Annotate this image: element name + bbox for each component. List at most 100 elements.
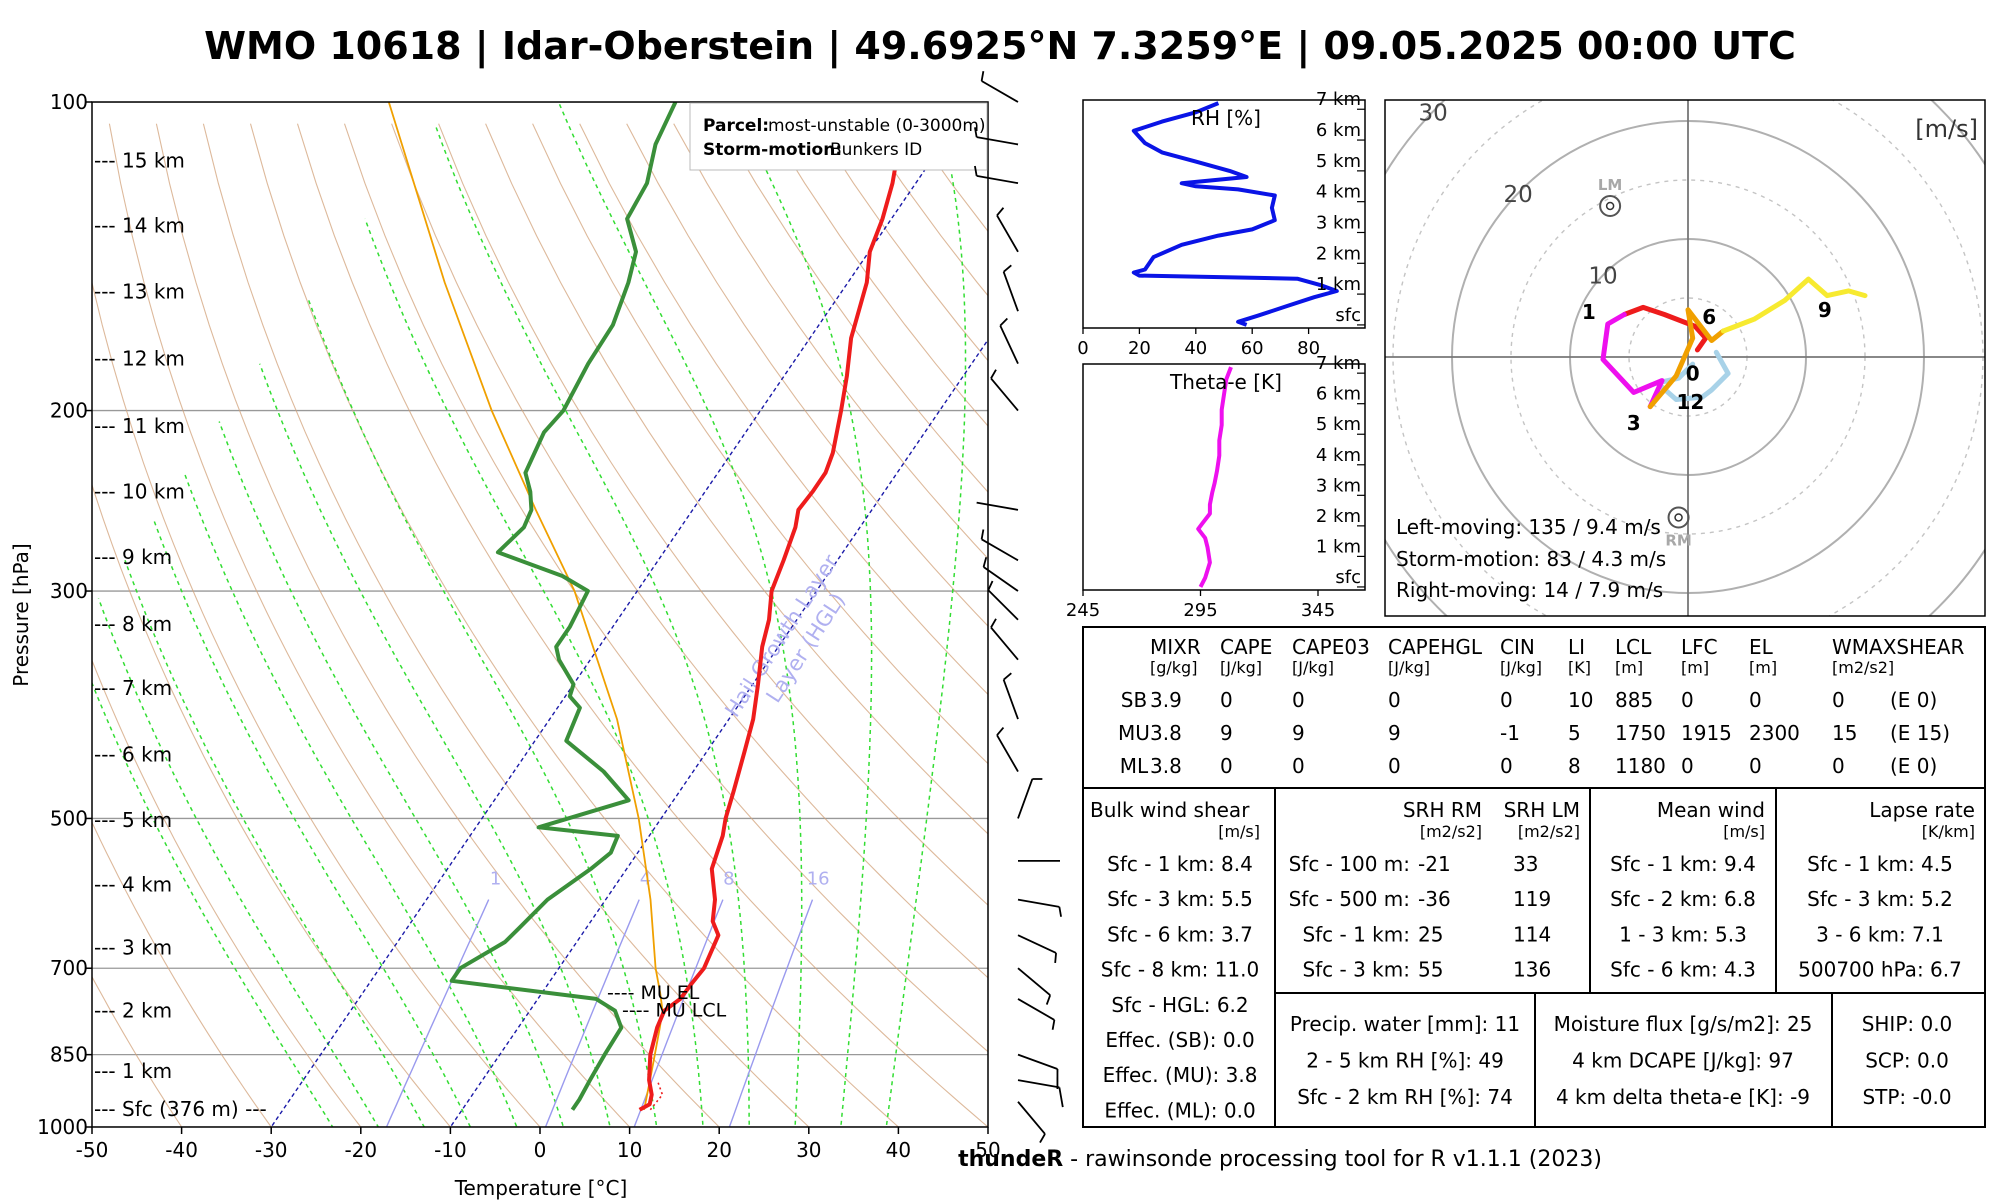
skewt-legend: Parcel: most-unstable (0-3000m) Storm-mo…: [690, 103, 987, 170]
params-cell: (E 0): [1890, 688, 1937, 712]
params-cell: SB: [1121, 688, 1147, 712]
mixing-ratio-label: 16: [807, 869, 830, 890]
height-label: --- 12 km: [94, 347, 185, 371]
parameter-tables: MIXR[g/kg]CAPE[J/kg]CAPE03[J/kg]CAPEHGL[…: [1083, 627, 1985, 1127]
params-unit: [J/kg]: [1500, 658, 1542, 677]
mean-wind-unit: [m/s]: [1723, 822, 1765, 841]
barb-feather: [991, 619, 996, 628]
params-unit: [m2/s2]: [1832, 658, 1894, 677]
params-cell: 9: [1388, 721, 1401, 745]
barb-shaft: [977, 176, 1018, 183]
barb-feather: [1004, 673, 1012, 679]
mean-wind-row: Sfc - 6 km: 4.3: [1610, 958, 1756, 982]
barb-feather: [1059, 1087, 1062, 1107]
srh-rm-unit: [m2/s2]: [1420, 822, 1482, 841]
storm-marker-label: LM: [1598, 176, 1623, 194]
profile-h-label: 2 km: [1316, 243, 1361, 264]
profile-x-tick-label: 20: [1128, 338, 1151, 359]
barb-shaft: [1000, 326, 1018, 364]
srh-row-label: Sfc - 500 m:: [1289, 887, 1410, 911]
srh-row-label: Sfc - 100 m:: [1289, 852, 1410, 876]
hodograph-summary-storm: Storm-motion: 83 / 4.3 m/s: [1396, 547, 1666, 571]
dry-adiabat: [0, 124, 378, 1149]
params-header: CAPEHGL: [1388, 635, 1483, 659]
profile-x-tick-label: 0: [1077, 338, 1088, 359]
params-cell: MU: [1118, 721, 1150, 745]
dry-adiabat: [345, 124, 1105, 1149]
bulk-shear-row: Sfc - 6 km: 3.7: [1107, 922, 1253, 946]
hodograph-ring-label: 20: [1503, 182, 1532, 208]
storm-marker-label: RM: [1665, 531, 1691, 549]
y-tick-label: 1000: [37, 1115, 88, 1139]
profile-h-label: 3 km: [1316, 475, 1361, 496]
profile-x-tick-label: 295: [1183, 600, 1217, 621]
mean-wind-row: 1 - 3 km: 5.3: [1619, 922, 1747, 946]
y-tick-label: 850: [50, 1043, 88, 1067]
srh-row-lm: 33: [1513, 852, 1538, 876]
moist-adiabat: [184, 473, 525, 1149]
params-cell: 0: [1749, 754, 1762, 778]
profile-x-tick-label: 60: [1241, 338, 1264, 359]
barb-feather: [1047, 995, 1050, 1004]
lapse-rate-title: Lapse rate: [1869, 798, 1975, 822]
bulk-shear-row: Effec. (SB): 0.0: [1105, 1028, 1254, 1052]
barb-shaft: [982, 81, 1018, 102]
params-cell: 0: [1681, 754, 1694, 778]
tables-content: MIXR[g/kg]CAPE[J/kg]CAPE03[J/kg]CAPEHGL[…: [1090, 635, 1975, 1122]
bulk-shear-row: Sfc - 1 km: 8.4: [1107, 852, 1253, 876]
height-label: --- 6 km: [94, 742, 172, 766]
x-tick-label: -40: [165, 1138, 198, 1162]
profile-h-label: 4 km: [1316, 182, 1361, 203]
profile-h-label: 1 km: [1316, 274, 1361, 295]
params-unit: [J/kg]: [1388, 658, 1430, 677]
srh-row-lm: 114: [1513, 922, 1551, 946]
thetae-series: [1198, 367, 1231, 587]
barb-shaft: [1018, 999, 1054, 1020]
srh-row-rm: -36: [1418, 887, 1451, 911]
hodograph-height-label: 0: [1686, 362, 1700, 386]
barb-feather: [982, 71, 984, 81]
flux-row: 4 km DCAPE [J/kg]: 97: [1572, 1049, 1794, 1073]
barb-feather: [1004, 265, 1012, 271]
barb-shaft: [991, 378, 1018, 410]
wind-barb: [982, 71, 1018, 102]
hodograph-height-label: 9: [1818, 298, 1832, 322]
srh-lm-unit: [m2/s2]: [1518, 822, 1580, 841]
height-label: --- 9 km: [94, 545, 172, 569]
barb-shaft: [1018, 1055, 1057, 1069]
params-cell: 1750: [1615, 721, 1666, 745]
srh-row-rm: -21: [1418, 852, 1451, 876]
barb-feather: [1059, 907, 1061, 917]
barb-feather: [984, 557, 987, 567]
y-tick-label: 700: [50, 956, 88, 980]
profile-line: [1134, 103, 1337, 325]
bulk-shear-row: Sfc - 8 km: 11.0: [1101, 958, 1259, 982]
params-cell: 9: [1220, 721, 1233, 745]
y-tick-label: 200: [50, 399, 88, 423]
wind-barb: [977, 503, 1018, 510]
storm-marker-dot: [1675, 514, 1682, 521]
y-tick-label: 500: [50, 806, 88, 830]
wind-barb: [1018, 935, 1056, 963]
params-cell: 0: [1500, 754, 1513, 778]
wind-barb: [1000, 319, 1018, 364]
barb-shaft: [1018, 935, 1056, 953]
params-header: LCL: [1615, 635, 1652, 659]
moist-adiabat: [884, 102, 966, 1149]
barb-shaft: [1018, 1080, 1059, 1087]
barb-shaft: [1018, 1102, 1045, 1134]
params-cell: 9: [1292, 721, 1305, 745]
params-unit: [m]: [1681, 658, 1709, 677]
srh-lm-title: SRH LM: [1504, 798, 1580, 822]
profile-h-label: 2 km: [1316, 506, 1361, 527]
profile-h-label: 4 km: [1316, 445, 1361, 466]
params-header: EL: [1749, 635, 1774, 659]
profile-h-label: 6 km: [1316, 384, 1361, 405]
storm-marker: [1669, 507, 1689, 527]
moisture-row: 2 - 5 km RH [%]: 49: [1306, 1049, 1504, 1073]
profile-h-label: 5 km: [1316, 151, 1361, 172]
moist-adiabat: [260, 364, 615, 1149]
x-tick-label: -30: [255, 1138, 288, 1162]
